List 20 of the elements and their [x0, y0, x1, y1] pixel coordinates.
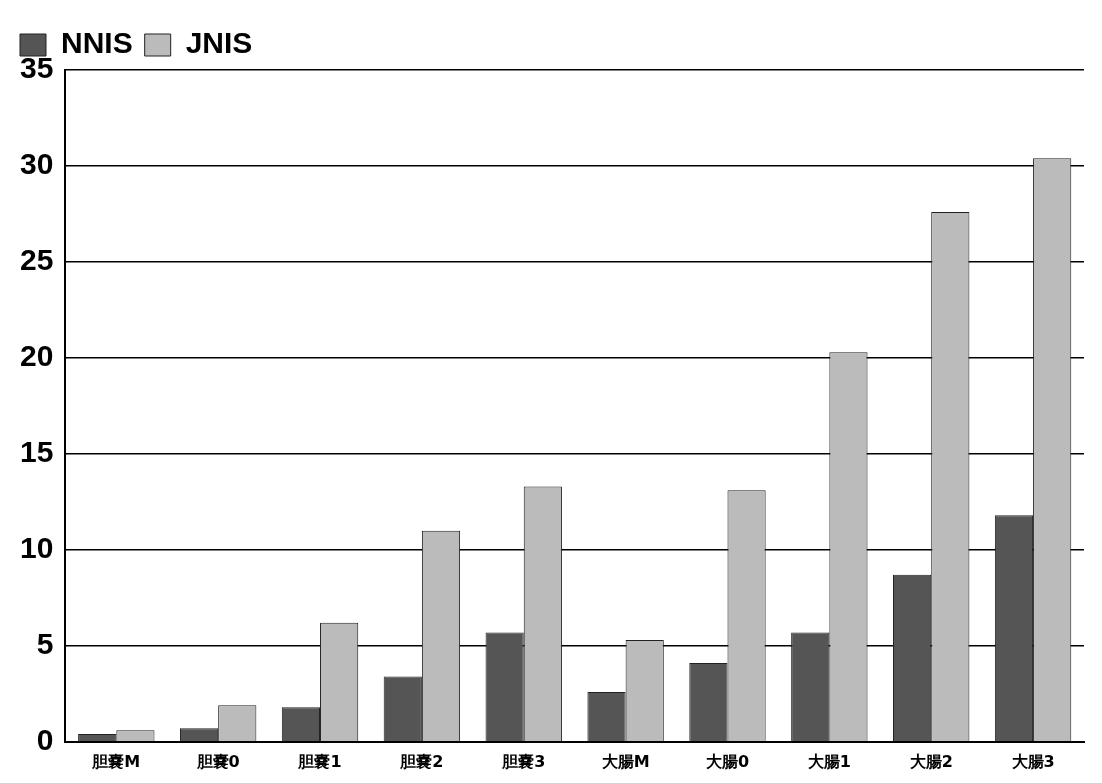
x-tick-label: 大腸3 [1011, 751, 1055, 771]
y-tick-label: 15 [19, 435, 54, 469]
y-tick-label: 25 [19, 243, 54, 277]
y-tick-label: 30 [19, 147, 54, 181]
legend-label: NNIS [61, 26, 133, 60]
x-tick-label: 大腸2 [909, 751, 953, 771]
x-tick-label: 大腸1 [807, 751, 851, 771]
x-tick-label: 胆嚢1 [297, 751, 342, 771]
x-tick-label: 胆嚢0 [195, 751, 240, 771]
y-tick-label: 5 [36, 627, 54, 661]
x-tick-label: 大腸0 [705, 751, 750, 771]
legend-label: JNIS [185, 26, 253, 60]
x-tick-label: 胆嚢M [91, 751, 141, 771]
y-tick-label: 20 [19, 339, 54, 373]
y-tick-label: 35 [19, 51, 54, 85]
y-tick-label: 10 [19, 531, 54, 565]
x-tick-label: 大腸M [601, 751, 650, 771]
x-tick-label: 胆嚢2 [399, 751, 444, 771]
y-tick-label: 0 [36, 723, 54, 757]
x-tick-label: 胆嚢3 [501, 751, 546, 771]
